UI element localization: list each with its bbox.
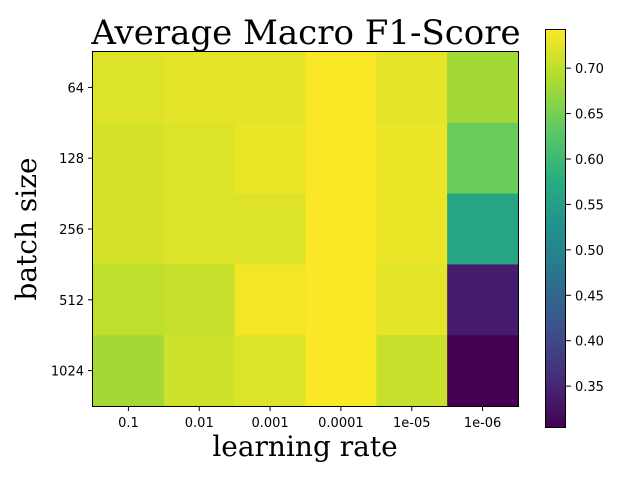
heatmap-cell (447, 264, 519, 336)
x-tick-label: 0.1 (118, 416, 139, 431)
heatmap-cell (234, 193, 306, 265)
colorbar-tick-label: 0.55 (575, 198, 604, 213)
heatmap-cell (447, 335, 519, 407)
heatmap-cell (163, 122, 236, 195)
colorbar-tick-label: 0.60 (575, 153, 604, 168)
colorbar-ticks: 0.35 0.40 0.45 0.50 0.55 0.60 0.65 0.70 (566, 62, 604, 395)
colorbar-tick-label: 0.35 (575, 380, 604, 395)
heatmap-cell (447, 52, 519, 124)
heatmap-cell (305, 122, 377, 195)
heatmap-cell (234, 52, 306, 124)
y-tick-label: 1024 (51, 365, 84, 380)
heatmap-cell (93, 52, 165, 124)
heatmap-cells (93, 52, 519, 407)
heatmap-cell (447, 193, 519, 265)
heatmap-cell (234, 122, 306, 195)
colorbar-tick-label: 0.40 (575, 335, 604, 350)
heatmap-cell (93, 193, 165, 265)
heatmap-cell (234, 264, 306, 336)
y-tick-label: 64 (67, 81, 84, 96)
heatmap-cell (305, 335, 377, 407)
heatmap-cell (305, 52, 377, 124)
heatmap-cell (376, 264, 448, 336)
x-tick-label: 0.01 (185, 416, 214, 431)
heatmap-cell (447, 122, 519, 195)
heatmap-cell (376, 193, 448, 265)
heatmap-cell (163, 52, 236, 124)
x-axis-label: learning rate (212, 430, 397, 463)
colorbar (545, 29, 566, 428)
y-axis-label: batch size (10, 157, 43, 300)
y-tick-label: 256 (59, 223, 84, 238)
heatmap-cell (376, 52, 448, 124)
heatmap-cell (93, 122, 165, 195)
heatmap-cell (305, 264, 377, 336)
colorbar-tick-label: 0.45 (575, 289, 604, 304)
heatmap-cell (376, 335, 448, 407)
x-tick-label: 0.0001 (318, 416, 364, 431)
heatmap-cell (163, 335, 236, 407)
x-tick-label: 1e-05 (393, 416, 431, 431)
x-axis-ticks: 0.1 0.01 0.001 0.0001 1e-05 1e-06 (118, 406, 501, 431)
heatmap-cell (163, 264, 236, 336)
x-tick-label: 1e-06 (464, 416, 502, 431)
heatmap-cell (93, 335, 165, 407)
colorbar-tick-label: 0.65 (575, 108, 604, 123)
y-tick-label: 512 (59, 294, 84, 309)
heatmap-cell (234, 335, 306, 407)
heatmap-cell (93, 264, 165, 336)
colorbar-tick-label: 0.70 (575, 62, 604, 77)
colorbar-tick-label: 0.50 (575, 244, 604, 259)
y-tick-label: 128 (59, 152, 84, 167)
x-tick-label: 0.001 (251, 416, 288, 431)
chart-title: Average Macro F1-Score (90, 13, 520, 53)
heatmap-cell (163, 193, 236, 265)
heatmap-cell (305, 193, 377, 265)
heatmap-cell (376, 122, 448, 195)
y-axis-ticks: 64 128 256 512 1024 (51, 81, 93, 380)
